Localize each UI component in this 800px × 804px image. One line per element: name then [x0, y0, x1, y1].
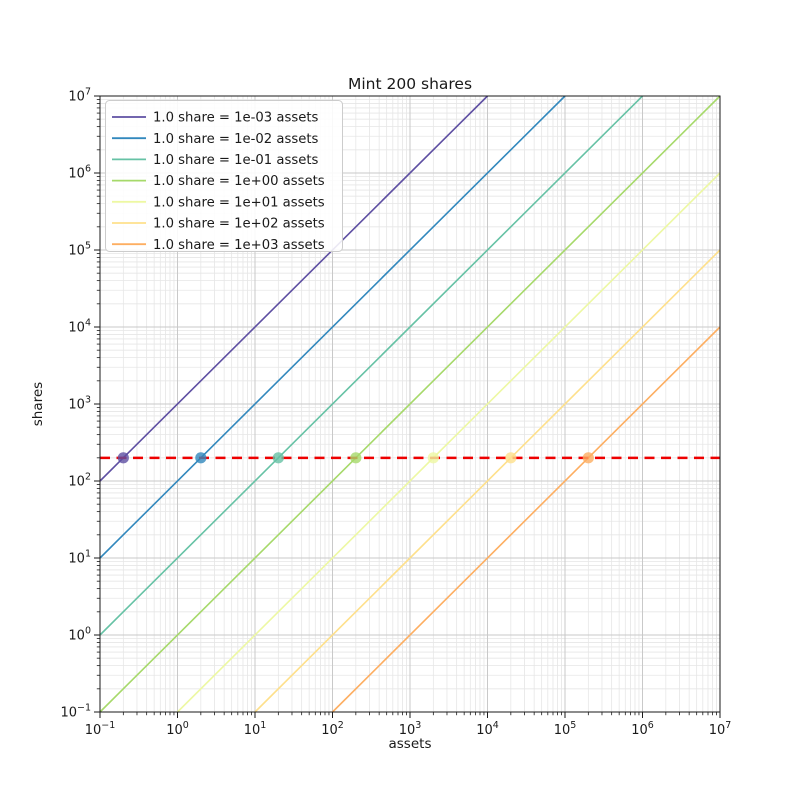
legend-label: 1.0 share = 1e+03 assets — [153, 238, 325, 253]
series-line — [176, 172, 721, 713]
x-tick-label: 105 — [554, 720, 577, 738]
x-axis-label: assets — [389, 736, 432, 752]
x-tick-label: 10−1 — [85, 720, 116, 738]
data-point-marker — [427, 452, 439, 464]
data-point-marker — [195, 452, 207, 464]
legend-box — [105, 100, 343, 252]
data-point-marker — [272, 452, 284, 464]
series-line — [99, 95, 566, 559]
data-point-marker — [582, 452, 594, 464]
y-tick-label: 10−1 — [60, 703, 91, 721]
series-lines — [99, 95, 721, 713]
legend-label: 1.0 share = 1e+01 assets — [153, 195, 325, 210]
y-tick-label: 105 — [68, 241, 91, 259]
x-tick-label: 103 — [399, 720, 422, 738]
legend-label: 1.0 share = 1e+02 assets — [153, 217, 325, 232]
axis-ticks — [94, 95, 721, 718]
y-tick-label: 106 — [68, 164, 91, 182]
legend-label: 1.0 share = 1e+00 assets — [153, 174, 325, 189]
data-point-marker — [505, 452, 517, 464]
series-line — [99, 95, 721, 713]
legend-label: 1.0 share = 1e-02 assets — [153, 132, 318, 147]
y-tick-label: 107 — [68, 87, 91, 105]
y-tick-label: 102 — [68, 472, 91, 490]
x-tick-label: 104 — [476, 720, 499, 738]
series-line — [99, 95, 489, 482]
axis-tick-labels: 10−1 100 101 102 103 104 105 106 107 10−1 100 101 10… — [60, 87, 731, 739]
x-tick-label: 107 — [709, 720, 732, 738]
y-axis-label: shares — [30, 382, 46, 426]
x-tick-label: 106 — [631, 720, 654, 738]
legend: 1.0 share = 1e-03 assets 1.0 share = 1e-0… — [105, 100, 343, 253]
y-tick-label: 104 — [68, 318, 91, 336]
data-point-markers — [117, 452, 594, 464]
series-line — [99, 95, 644, 636]
series-line — [331, 326, 721, 713]
y-tick-label: 100 — [68, 626, 91, 644]
legend-label: 1.0 share = 1e-01 assets — [153, 153, 318, 168]
x-tick-label: 100 — [166, 720, 189, 738]
data-point-marker — [117, 452, 129, 464]
x-tick-label: 102 — [321, 720, 344, 738]
y-tick-label: 103 — [68, 395, 91, 413]
series-line — [254, 249, 721, 713]
y-tick-label: 101 — [68, 549, 91, 567]
data-point-marker — [350, 452, 362, 464]
legend-label: 1.0 share = 1e-03 assets — [153, 111, 318, 126]
chart-title: Mint 200 shares — [348, 75, 472, 93]
x-tick-label: 101 — [244, 720, 267, 738]
